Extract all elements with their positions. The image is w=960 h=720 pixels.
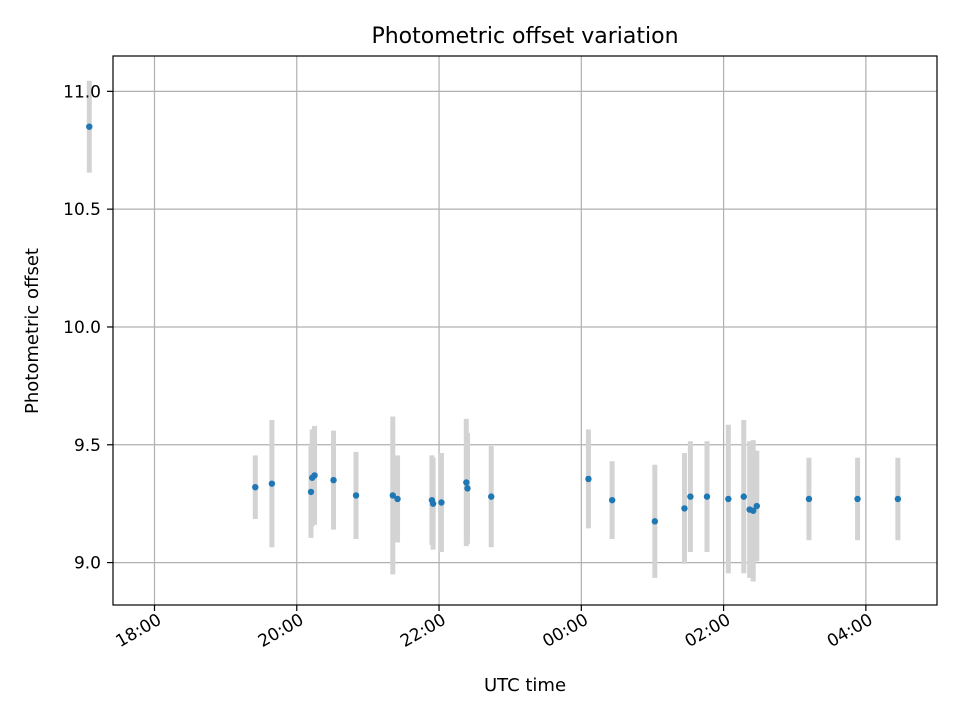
data-point [311, 472, 318, 479]
data-point [464, 485, 471, 492]
y-tick-label: 10.0 [63, 318, 101, 338]
y-tick-label: 10.5 [63, 200, 101, 220]
x-tick-label: 00:00 [539, 610, 591, 652]
x-tick-label: 04:00 [824, 610, 876, 652]
data-point [651, 518, 659, 525]
data-point [86, 123, 93, 130]
data-point [429, 500, 437, 507]
data-point [725, 495, 732, 503]
x-tick-label: 22:00 [397, 610, 449, 652]
data-point [750, 507, 757, 514]
data-point [352, 492, 360, 499]
y-tick-label: 11.0 [63, 82, 101, 102]
data-point [608, 496, 616, 504]
x-tick-label: 02:00 [682, 610, 734, 652]
data-point [703, 493, 711, 500]
data-point [488, 493, 495, 500]
data-point [854, 495, 861, 503]
data-point [740, 493, 747, 500]
data-point [252, 483, 259, 491]
data-point [389, 492, 397, 499]
plot-frame [112, 55, 938, 606]
data-point [330, 476, 337, 484]
data-point [463, 479, 470, 486]
data-point [438, 499, 445, 506]
chart-title: Photometric offset variation [371, 24, 678, 49]
y-axis-label: Photometric offset [22, 248, 43, 414]
y-tick-label: 9.0 [74, 554, 101, 574]
data-point [805, 495, 813, 503]
data-point [753, 502, 760, 510]
data-point [687, 493, 694, 500]
grid [113, 56, 937, 605]
data-point [268, 480, 276, 487]
data-point [585, 475, 592, 483]
x-tick-label: 20:00 [255, 610, 307, 652]
data-point [394, 495, 401, 503]
data-points [86, 123, 902, 525]
data-point [307, 488, 315, 496]
y-tick-label: 9.5 [74, 436, 101, 456]
error-bars [86, 80, 901, 582]
data-point [894, 495, 902, 503]
x-tick-label: 18:00 [113, 610, 165, 652]
x-axis-label: UTC time [484, 675, 566, 696]
data-point [681, 505, 688, 512]
